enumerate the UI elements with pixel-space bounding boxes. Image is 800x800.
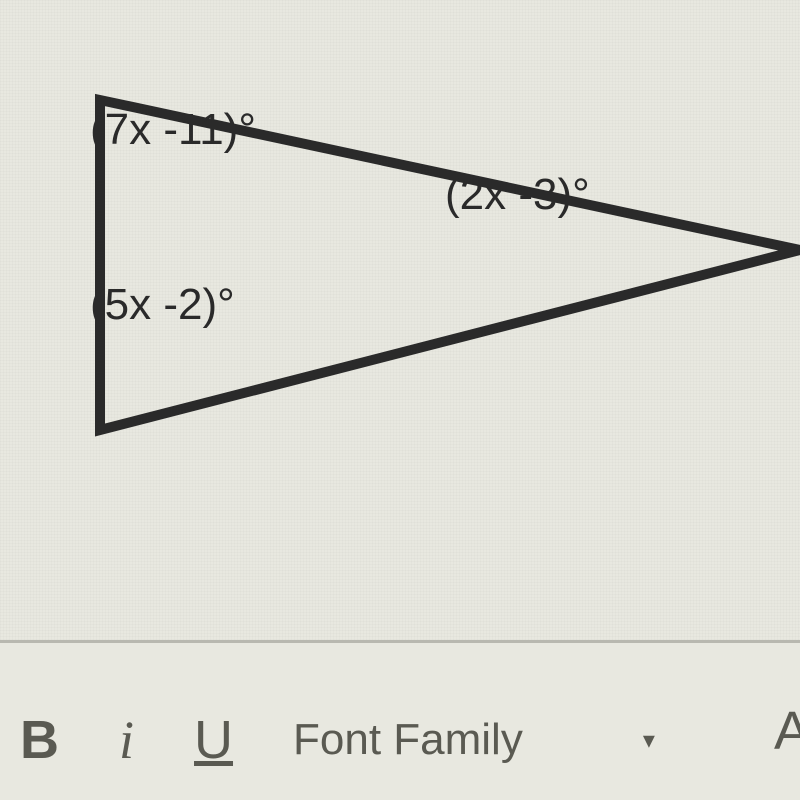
formatting-toolbar: B i U Font Family ▾ (0, 680, 800, 800)
angle-label-bottom-left: (5x -2)° (90, 280, 235, 330)
canvas-area: (7x -11)° (2x -3)° (5x -2)° (0, 0, 800, 640)
bold-button[interactable]: B (20, 709, 59, 771)
toolbar-separator (0, 640, 800, 643)
underline-button[interactable]: U (194, 709, 233, 771)
angle-label-top-left: (7x -11)° (90, 105, 256, 155)
triangle-diagram (40, 40, 800, 440)
partial-text-color-button[interactable]: A (774, 700, 800, 762)
chevron-down-icon: ▾ (643, 726, 655, 755)
font-family-label: Font Family (293, 715, 523, 765)
font-family-dropdown[interactable]: Font Family ▾ (293, 715, 655, 765)
angle-label-right: (2x -3)° (445, 170, 590, 220)
italic-button[interactable]: i (119, 709, 134, 771)
